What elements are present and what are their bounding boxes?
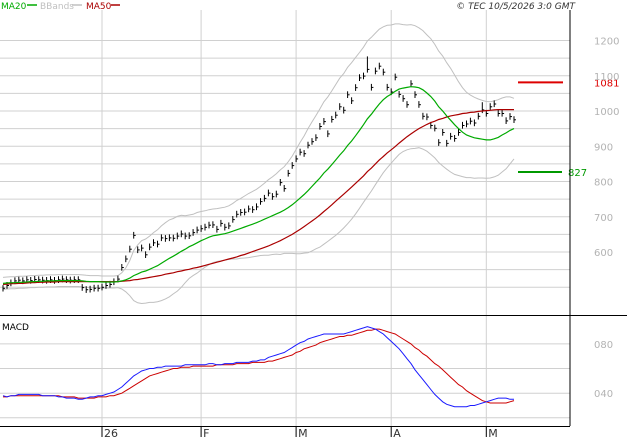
price-tick-label: 700	[594, 213, 613, 224]
price-grid	[0, 40, 570, 288]
price-tick-label: 800	[594, 178, 613, 189]
ma20-line	[2, 86, 515, 284]
price-tick-label: 900	[594, 142, 613, 153]
macd-tick-label: 080	[594, 340, 613, 351]
price-tick-label: 1200	[594, 37, 619, 48]
legend: MA20 BBands MA50	[1, 2, 120, 12]
time-axis-ticks: 26 F M A M	[101, 426, 498, 440]
resistance-level-label: 1081	[594, 78, 619, 89]
price-tick-label: 1000	[594, 107, 619, 118]
date-tick-label: F	[203, 427, 209, 440]
date-tick-label: M	[488, 427, 498, 440]
date-tick-label: 26	[104, 427, 118, 440]
macd-panel-title: MACD	[2, 323, 29, 333]
legend-ma50-label: MA50	[86, 2, 112, 12]
macd-axis-ticks: 080 040	[594, 340, 613, 400]
date-tick-label: A	[393, 427, 401, 440]
price-axis-ticks: 1200 1100 1000 900 800 700 600	[594, 37, 619, 260]
price-tick-label: 1100	[594, 72, 619, 83]
macd-grid	[0, 343, 570, 419]
date-tick-label: M	[298, 427, 308, 440]
legend-bbands-label: BBands	[40, 2, 74, 12]
copyright-notice: © TEC 10/5/2026 3:0 GMT	[456, 2, 576, 12]
date-grid	[101, 10, 487, 426]
macd-line	[2, 326, 514, 408]
bband-lower-line	[2, 147, 515, 305]
macd-tick-label: 040	[594, 389, 613, 400]
bband-upper-line	[2, 23, 515, 278]
legend-ma20-label: MA20	[1, 2, 27, 12]
price-tick-label: 600	[594, 248, 613, 259]
price-bars	[2, 56, 516, 293]
macd-signal-line	[3, 328, 515, 404]
support-level-label: 827	[568, 168, 587, 179]
